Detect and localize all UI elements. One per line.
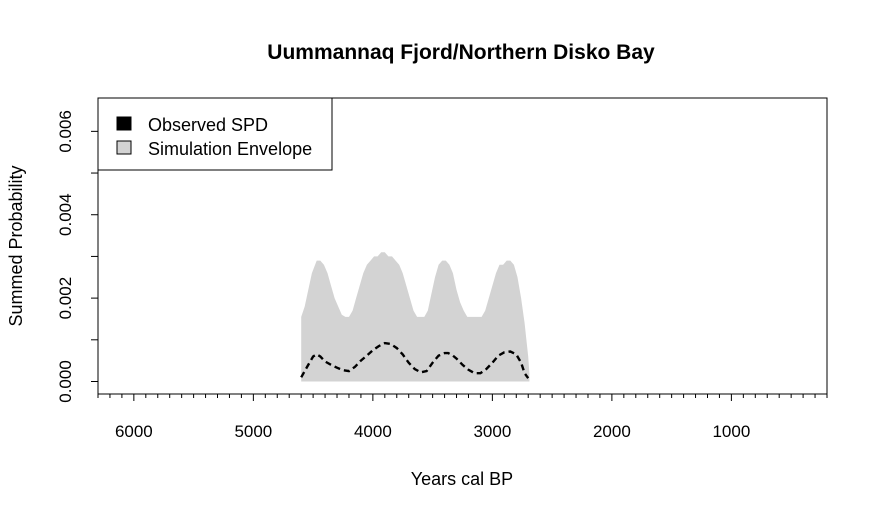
observed-spd-line <box>300 341 530 379</box>
simulation-envelope-area <box>301 252 530 382</box>
x-tick-label: 6000 <box>115 422 153 441</box>
legend-swatch-simulation-envelope <box>116 140 132 155</box>
chart-title: Uummannaq Fjord/Northern Disko Bay <box>267 41 655 64</box>
x-axis-label: Years cal BP <box>411 469 513 489</box>
legend: Observed SPD Simulation Envelope <box>97 97 333 171</box>
y-tick-label: 0.004 <box>56 193 75 236</box>
x-tick-label: 5000 <box>234 422 272 441</box>
x-tick-label: 1000 <box>712 422 750 441</box>
y-tick-label: 0.006 <box>56 110 75 153</box>
legend-swatch-observed-spd <box>116 116 132 131</box>
legend-label-observed-spd: Observed SPD <box>148 115 268 135</box>
legend-box <box>97 97 333 171</box>
x-tick-label: 4000 <box>354 422 392 441</box>
x-tick-label: 3000 <box>473 422 511 441</box>
y-tick-label: 0.000 <box>56 360 75 403</box>
x-tick-label: 2000 <box>593 422 631 441</box>
legend-label-simulation-envelope: Simulation Envelope <box>148 139 312 159</box>
y-tick-label: 0.002 <box>56 277 75 320</box>
x-axis: 6000 5000 4000 3000 2000 1000 <box>97 393 828 441</box>
spd-layer <box>300 341 530 379</box>
y-axis-label: Summed Probability <box>6 165 26 326</box>
y-axis: 0.000 0.002 0.004 0.006 <box>56 110 99 403</box>
envelope-layer <box>301 252 530 382</box>
